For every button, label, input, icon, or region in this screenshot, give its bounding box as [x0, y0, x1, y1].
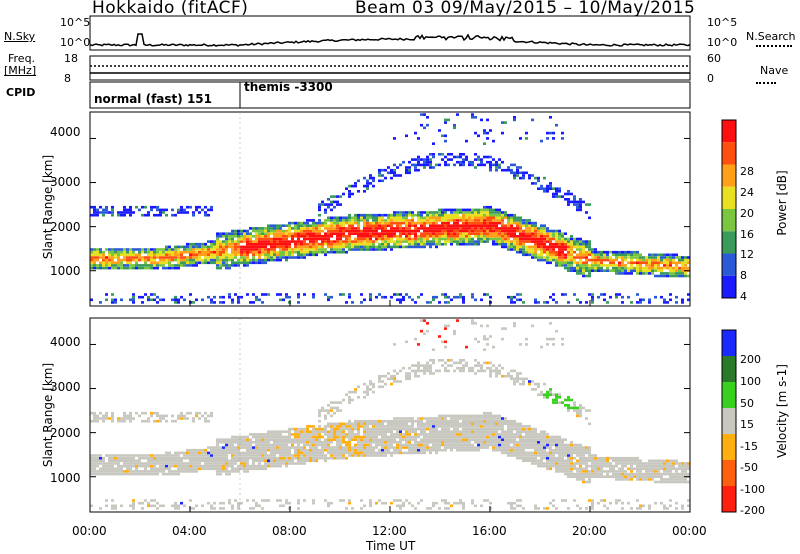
x-tick: 20:00 — [572, 524, 607, 538]
nave-label: Nave — [760, 64, 789, 77]
station-title: Hokkaido (fitACF) — [92, 0, 249, 18]
power-cbar-tick: 20 — [740, 207, 754, 220]
nsearch-tick-top: 10^5 — [707, 16, 738, 29]
power-cbar-tick: 4 — [740, 290, 747, 303]
power-cbar-tick: 28 — [740, 165, 754, 178]
velocity-cbar-tick: -50 — [740, 461, 758, 474]
velocity-cbar-tick: 50 — [740, 397, 754, 410]
velocity-colorbar-swatch — [722, 434, 736, 460]
power-ytick: 4000 — [50, 125, 81, 139]
power-ytick: 3000 — [50, 175, 81, 189]
power-colorbar-swatch — [722, 275, 736, 299]
freq-tick-bottom: 8 — [64, 72, 71, 85]
power-colorbar-swatch — [722, 142, 736, 165]
velocity-ytick: 4000 — [50, 335, 81, 349]
velocity-ytick: 3000 — [50, 380, 81, 394]
x-tick: 00:00 — [72, 524, 107, 538]
velocity-colorbar-swatch — [722, 356, 736, 382]
cpid-mode-2: themis -3300 — [244, 80, 333, 94]
velocity-colorbar-swatch — [722, 330, 736, 356]
power-colorbar-frame — [721, 119, 737, 299]
power-colorbar-swatch — [722, 209, 736, 232]
freq-unit-label: [MHz] — [4, 64, 37, 77]
velocity-cbar-tick: 15 — [740, 418, 754, 431]
power-ytick: 2000 — [50, 220, 81, 234]
x-tick: 04:00 — [172, 524, 207, 538]
velocity-colorbar-swatch — [722, 408, 736, 434]
power-cbar-tick: 8 — [740, 269, 747, 282]
velocity-ytick: 2000 — [50, 426, 81, 440]
velocity-colorbar-swatch — [722, 382, 736, 408]
x-tick: 16:00 — [472, 524, 507, 538]
freq-frame — [89, 55, 691, 81]
cpid-mode-1: normal (fast) 151 — [94, 92, 212, 106]
nsky-tick-top: 10^5 — [60, 16, 91, 29]
freq-tick-top: 18 — [64, 52, 78, 65]
power-colorbar-swatch — [722, 231, 736, 254]
nsearch-legend-line — [756, 45, 792, 47]
nsky-frame — [89, 15, 691, 51]
nave-tick-bottom: 0 — [707, 72, 714, 85]
velocity-cbar-tick: -15 — [740, 440, 758, 453]
x-tick: 00:00 — [672, 524, 707, 538]
velocity-cbar-tick: 100 — [740, 375, 761, 388]
freq-label: Freq. — [8, 52, 36, 65]
power-ytick: 1000 — [50, 264, 81, 278]
velocity-colorbar-swatch — [722, 460, 736, 486]
velocity-colorbar-swatch — [722, 486, 736, 512]
velocity-panel-cells — [90, 319, 690, 510]
power-cbar-tick: 16 — [740, 228, 754, 241]
power-panel-cells — [90, 113, 690, 304]
velocity-cbar-tick: 200 — [740, 353, 761, 366]
velocity-cbar-tick: -100 — [740, 483, 765, 496]
x-tick: 12:00 — [372, 524, 407, 538]
cpid-label: CPID — [6, 86, 36, 99]
x-tick: 08:00 — [272, 524, 307, 538]
power-colorbar-swatch — [722, 186, 736, 210]
nsky-label: N.Sky — [4, 30, 36, 43]
velocity-cbar-tick: -200 — [740, 504, 765, 517]
nave-legend-line — [756, 82, 776, 84]
power-colorbar-swatch — [722, 253, 736, 276]
nsky-series — [89, 33, 691, 47]
power-colorbar-swatch — [722, 164, 736, 187]
power-cbar-tick: 12 — [740, 248, 754, 261]
beam-date-title: Beam 03 09/May/2015 – 10/May/2015 — [355, 0, 696, 18]
velocity-colorbar-frame — [721, 329, 737, 513]
nsearch-tick-bottom: 10^0 — [707, 36, 738, 49]
power-cbar-tick: 24 — [740, 186, 754, 199]
nsky-tick-bottom: 10^0 — [60, 36, 91, 49]
power-colorbar-swatch — [722, 120, 736, 143]
nsearch-label: N.Search — [746, 30, 796, 43]
velocity-ytick: 1000 — [50, 471, 81, 485]
cpid-frame — [89, 81, 691, 109]
nave-tick-top: 60 — [707, 52, 721, 65]
x-axis-label: Time UT — [366, 539, 416, 553]
